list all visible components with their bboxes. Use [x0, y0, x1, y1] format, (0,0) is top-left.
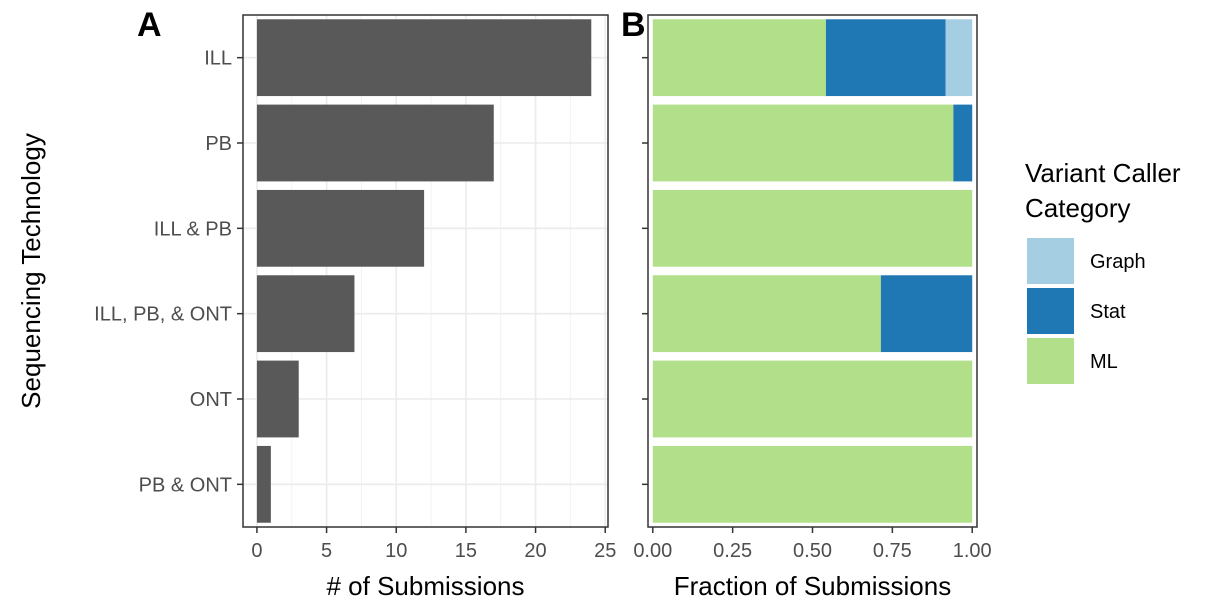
panel-b-bar-stat	[880, 275, 973, 353]
panel-a: ILL PB ILL & PB ILL, PB, & ONT ONT PB & ONT 0…	[16, 6, 616, 600]
panel-a-background	[243, 15, 608, 527]
panel-a-y-tick-label: ILL & PB	[154, 218, 232, 240]
panel-a-grid	[243, 15, 608, 527]
panel-a-x-axis-title: # of Submissions	[327, 571, 525, 600]
panel-a-border	[242, 14, 609, 528]
panel-a-y-ticks: ILL PB ILL & PB ILL, PB, & ONT ONT PB & ONT	[94, 48, 243, 496]
panel-b-x-tick-label: 0.00	[633, 540, 672, 562]
panel-b-bar-ml	[652, 19, 826, 97]
panel-b-bar-ml	[652, 189, 973, 267]
panel-b-x-tick-label: 0.75	[873, 540, 912, 562]
panel-b-x-axis-title: Fraction of Submissions	[674, 571, 951, 600]
panel-a-x-tick-label: 20	[524, 540, 546, 562]
legend-key-graph	[1027, 238, 1074, 284]
legend-key-ml	[1027, 338, 1074, 384]
panel-a-y-tick-label: PB & ONT	[139, 474, 232, 496]
panel-b-bars	[652, 19, 973, 523]
panel-a-y-axis-title: Sequencing Technology	[16, 133, 46, 409]
panel-a-bar	[256, 360, 299, 438]
panel-b-bar-graph	[945, 19, 973, 97]
panel-b-x-tick-label: 1.00	[953, 540, 992, 562]
panel-b-x-tick-label: 0.25	[713, 540, 752, 562]
panel-a-y-tick-label: ONT	[190, 389, 232, 411]
panel-b-tag: B	[621, 6, 646, 44]
panel-a-x-tick-label: 10	[385, 540, 407, 562]
legend-label-graph: Graph	[1090, 251, 1146, 273]
panel-a-x-ticks: 0 5 10 15 20 25	[251, 527, 616, 562]
legend-title-line-1: Variant Caller	[1025, 158, 1181, 188]
panel-b-x-tick-label: 0.50	[793, 540, 832, 562]
panel-b-x-ticks: 0.00 0.25 0.50 0.75 1.00	[633, 527, 992, 562]
panel-b-bar-ml	[652, 360, 973, 438]
panel-b-bar-ml	[652, 275, 881, 353]
panel-a-x-tick-label: 15	[455, 540, 477, 562]
panel-a-bar	[256, 275, 355, 353]
panel-b-bar-stat	[953, 104, 973, 182]
panel-a-bar	[256, 445, 271, 523]
panel-a-y-tick-label: ILL, PB, & ONT	[94, 304, 232, 326]
panel-b-background	[648, 15, 977, 527]
panel-b-bar-ml	[652, 445, 973, 523]
panel-a-y-tick-label: ILL	[204, 48, 232, 70]
panel-b-bar-ml	[652, 104, 954, 182]
panel-b: 0.00 0.25 0.50 0.75 1.00 B Fraction of Submi…	[621, 6, 992, 600]
panel-a-bar	[256, 189, 425, 267]
legend-key-stat	[1027, 288, 1074, 334]
legend-label-ml: ML	[1090, 351, 1118, 373]
legend-items: Graph Stat ML	[1027, 238, 1146, 384]
panel-b-y-ticks	[642, 56, 648, 486]
panel-a-x-tick-label: 25	[594, 540, 616, 562]
legend-label-stat: Stat	[1090, 301, 1126, 323]
panel-a-y-tick-label: PB	[205, 133, 232, 155]
panel-a-bar	[256, 19, 592, 97]
panel-a-x-tick-label: 0	[251, 540, 262, 562]
legend-title-line-2: Category	[1025, 193, 1131, 223]
panel-a-bar	[256, 104, 494, 182]
panel-a-x-tick-label: 5	[321, 540, 332, 562]
legend: Variant Caller Category Graph Stat ML	[1025, 158, 1181, 384]
panel-b-bar-stat	[825, 19, 946, 97]
panel-a-tag: A	[137, 6, 162, 44]
panel-a-bars	[256, 19, 592, 523]
